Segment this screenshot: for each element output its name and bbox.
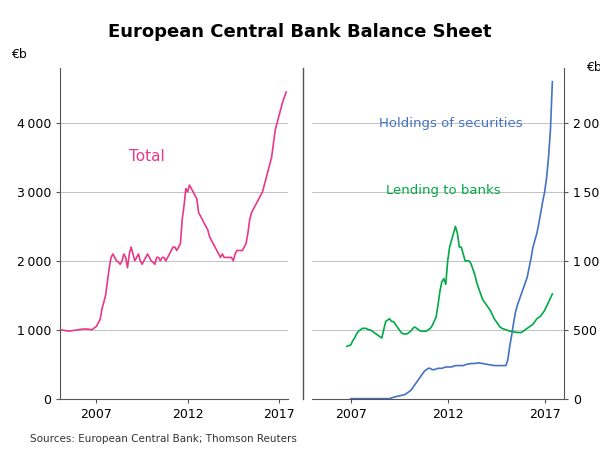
Text: Sources: European Central Bank; Thomson Reuters: Sources: European Central Bank; Thomson … [30, 434, 297, 444]
Text: Lending to banks: Lending to banks [386, 183, 500, 197]
Text: Holdings of securities: Holdings of securities [379, 117, 523, 130]
Y-axis label: €b: €b [586, 61, 600, 74]
Text: Total: Total [129, 149, 164, 164]
Text: European Central Bank Balance Sheet: European Central Bank Balance Sheet [108, 23, 492, 41]
Y-axis label: €b: €b [11, 48, 27, 61]
